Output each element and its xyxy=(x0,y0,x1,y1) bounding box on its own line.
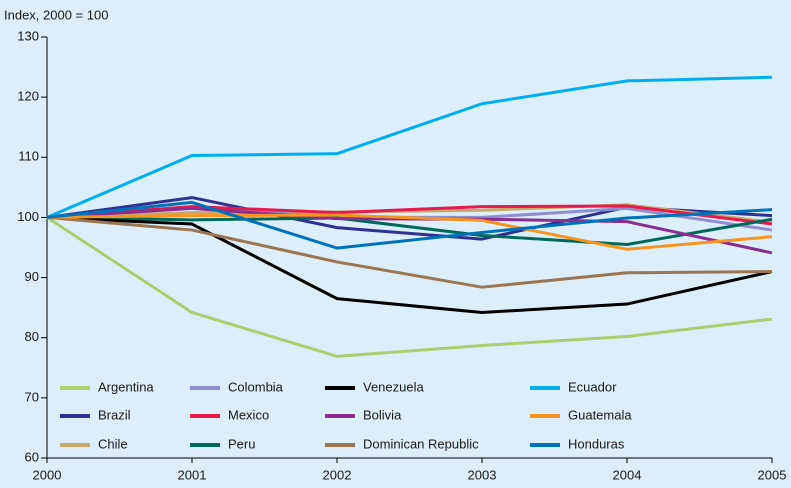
series-line xyxy=(46,215,773,314)
legend-label: Venezuela xyxy=(363,379,424,394)
series-line xyxy=(46,216,773,358)
x-tick-label: 2004 xyxy=(613,467,642,482)
legend-label: Honduras xyxy=(568,436,625,451)
legend-label: Colombia xyxy=(228,379,284,394)
series-line xyxy=(46,215,773,289)
legend-label: Ecuador xyxy=(568,379,617,394)
x-tick-label: 2000 xyxy=(33,467,62,482)
y-tick-label: 90 xyxy=(25,269,39,284)
y-tick-label: 130 xyxy=(17,28,39,43)
series-line xyxy=(46,75,773,219)
y-tick-label: 110 xyxy=(18,149,39,164)
x-tick-label: 2001 xyxy=(178,467,207,482)
x-tick-label: 2005 xyxy=(758,467,787,482)
y-tick-label: 70 xyxy=(25,389,39,404)
series-line xyxy=(46,213,773,251)
y-axis-label: Index, 2000 = 100 xyxy=(4,7,108,22)
series-line xyxy=(46,200,773,250)
y-tick-label: 80 xyxy=(25,329,39,344)
x-tick-label: 2002 xyxy=(323,467,352,482)
legend-label: Mexico xyxy=(228,407,269,422)
y-tick-label: 100 xyxy=(17,209,39,224)
legend-label: Chile xyxy=(98,436,128,451)
x-tick-label: 2003 xyxy=(468,467,497,482)
legend-label: Argentina xyxy=(98,379,154,394)
series-line xyxy=(46,204,773,226)
legend-label: Brazil xyxy=(98,407,131,422)
series-line xyxy=(46,215,773,246)
legend-label: Dominican Republic xyxy=(363,436,479,451)
y-tick-label: 120 xyxy=(17,89,39,104)
legend-label: Guatemala xyxy=(568,407,632,422)
legend-label: Bolivia xyxy=(363,407,402,422)
y-tick-label: 60 xyxy=(25,449,39,464)
legend-label: Peru xyxy=(228,436,255,451)
